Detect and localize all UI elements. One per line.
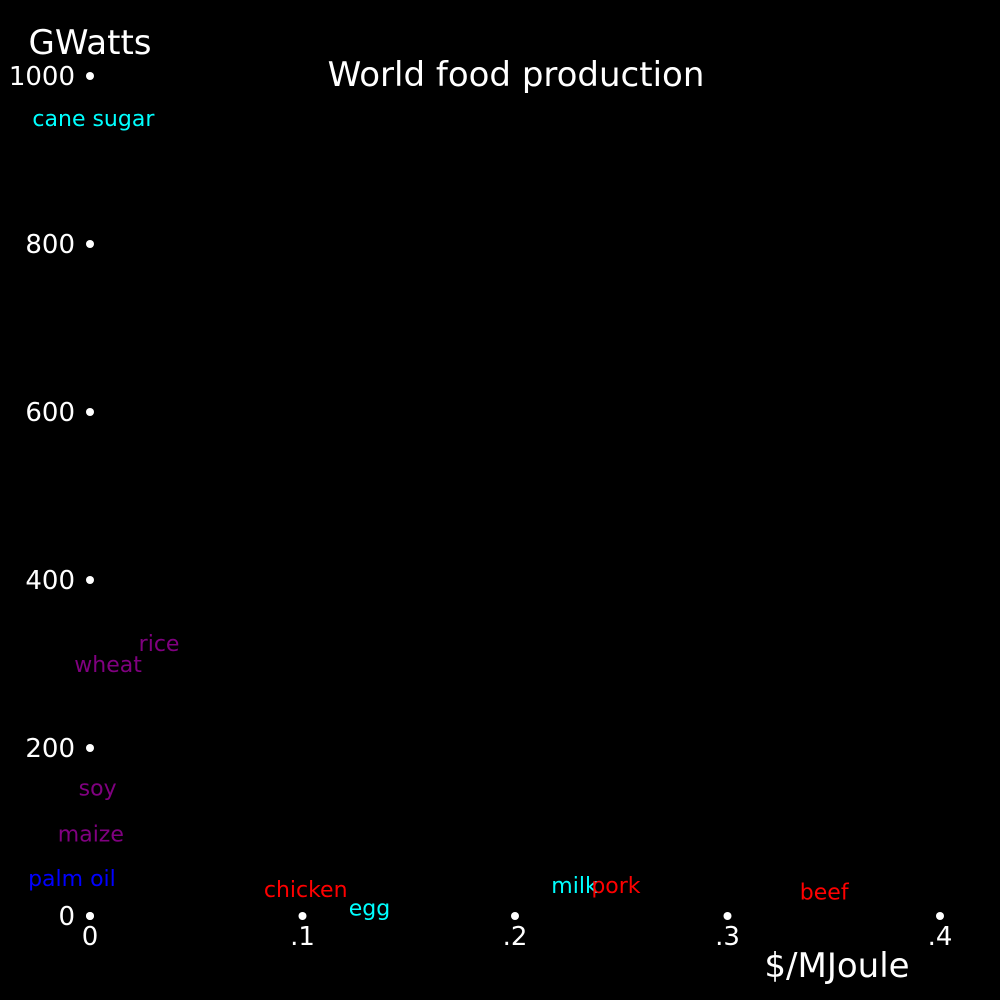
x-axis-ticks: 0 .1 .2 .3 .4 — [82, 912, 953, 952]
point-label-rice: rice — [139, 632, 180, 657]
x-tick-label: .4 — [928, 922, 953, 952]
point-label-palm-oil: palm oil — [28, 867, 116, 892]
y-axis-ticks: 0 200 400 600 800 1000 — [9, 62, 94, 932]
point-label-milk: milk — [551, 874, 598, 899]
x-tick-dot — [298, 912, 307, 920]
x-tick-dot — [936, 912, 944, 920]
point-label-wheat: wheat — [74, 653, 142, 678]
y-axis-label: GWatts — [28, 23, 151, 63]
point-label-pork: pork — [591, 874, 640, 899]
y-tick-dot — [86, 240, 94, 248]
point-label-cane-sugar: cane sugar — [32, 107, 155, 132]
x-tick-dot — [723, 912, 732, 920]
point-label-beef: beef — [800, 881, 850, 906]
x-tick-dot — [511, 912, 519, 920]
x-tick-label: .1 — [290, 922, 315, 952]
y-tick-label: 600 — [25, 398, 75, 428]
y-tick-dot — [86, 576, 94, 584]
point-label-maize: maize — [58, 823, 124, 848]
y-tick-label: 1000 — [9, 62, 75, 92]
point-label-chicken: chicken — [264, 878, 348, 903]
y-tick-label: 800 — [25, 230, 75, 260]
point-label-soy: soy — [79, 776, 117, 801]
chart-title: World food production — [328, 55, 705, 95]
y-tick-label: 0 — [58, 902, 75, 932]
x-tick-label: .2 — [503, 922, 528, 952]
y-tick-label: 200 — [25, 734, 75, 764]
x-axis-label: $/MJoule — [764, 946, 909, 986]
point-label-egg: egg — [349, 897, 390, 922]
y-tick-label: 400 — [25, 566, 75, 596]
x-tick-dot — [86, 912, 94, 920]
y-tick-dot — [86, 408, 94, 416]
x-tick-label: .3 — [715, 922, 740, 952]
y-tick-dot — [86, 744, 94, 752]
x-tick-label: 0 — [82, 922, 99, 952]
y-tick-dot — [86, 72, 94, 80]
